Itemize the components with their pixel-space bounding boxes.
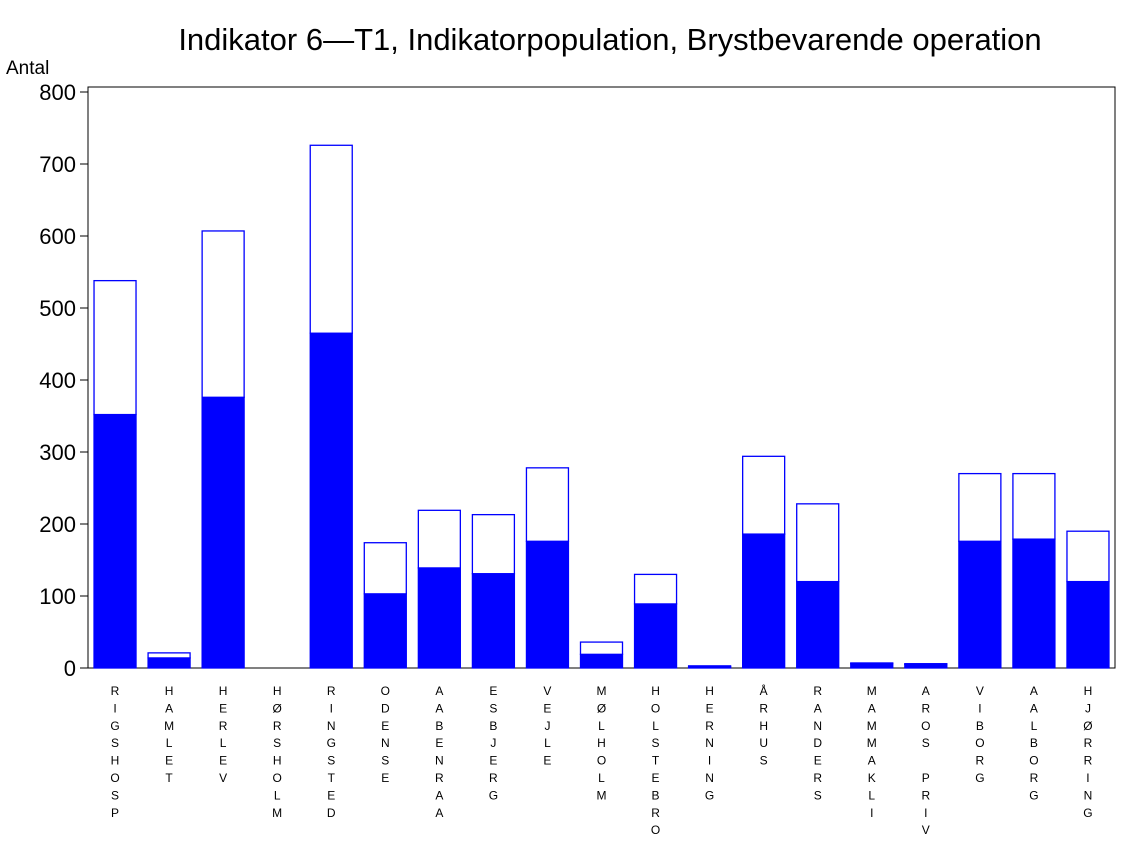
- x-tick-label: RIGSHOSP: [108, 684, 122, 823]
- bar-segment: [579, 641, 624, 655]
- x-tick-label: RANDERS: [811, 684, 825, 806]
- bar-segment: [363, 593, 407, 669]
- y-tick-label: 400: [39, 368, 76, 393]
- bar-segment: [471, 513, 516, 575]
- bar-segment: [633, 603, 678, 669]
- bar-segment: [904, 663, 948, 666]
- bar-segment: [525, 467, 570, 542]
- bar-segment: [687, 665, 732, 668]
- x-tick-label: RINGSTED: [324, 684, 338, 823]
- bar-segment: [309, 144, 353, 334]
- bar-segment: [93, 413, 137, 669]
- x-tick-label: HERNING: [703, 684, 717, 806]
- y-tick-label: 500: [39, 296, 76, 321]
- x-tick-label: VIBORG: [973, 684, 987, 788]
- x-tick-label: HERLEV: [216, 684, 230, 788]
- y-tick-label: 100: [39, 584, 76, 609]
- y-tick-label: 700: [39, 152, 76, 177]
- x-tick-label: AROS PRIV: [919, 684, 933, 841]
- y-tick-label: 300: [39, 440, 76, 465]
- y-tick-label: 600: [39, 224, 76, 249]
- bar-segment: [147, 652, 191, 659]
- bar-segment: [1012, 472, 1056, 540]
- x-tick-label: ODENSE: [378, 684, 392, 788]
- bar-segment: [958, 540, 1002, 669]
- x-tick-label: ÅRHUS: [757, 683, 771, 771]
- bar-segment: [309, 332, 353, 669]
- bar-segment: [633, 573, 678, 605]
- x-tick-label: MØLHOLM: [595, 684, 609, 806]
- y-axis-label: Antal: [6, 58, 49, 79]
- bar-segment: [796, 503, 840, 583]
- bar-segment: [742, 455, 786, 535]
- y-tick-label: 800: [39, 80, 76, 105]
- chart-title: Indikator 6—T1, Indikatorpopulation, Bry…: [178, 22, 1041, 57]
- bar-segment: [201, 396, 245, 669]
- bar-segment: [201, 230, 245, 398]
- bar-segment: [1066, 530, 1110, 583]
- x-tick-label: HØRSHOLM: [270, 684, 284, 823]
- bar-segment: [796, 580, 840, 669]
- x-tick-label: VEJLE: [540, 684, 554, 771]
- y-tick-label: 200: [39, 512, 76, 537]
- x-tick-label: MAMMAKLI: [865, 684, 879, 823]
- x-tick-label: AALBORG: [1027, 684, 1041, 806]
- bar-segment: [147, 657, 191, 669]
- x-tick-label: AABENRAA: [432, 684, 446, 823]
- bar-segment: [1012, 538, 1056, 669]
- bar-segment: [417, 567, 461, 669]
- bar-segment: [1066, 580, 1110, 669]
- bar-segment: [417, 509, 461, 569]
- bar-segment: [471, 573, 516, 669]
- bar-segment: [958, 472, 1002, 542]
- x-tick-label: ESBJERG: [486, 684, 500, 806]
- y-tick-label: 0: [64, 656, 76, 681]
- bar-segment: [742, 533, 786, 669]
- bar-segment: [525, 540, 570, 669]
- x-tick-label: HOLSTEBRO: [649, 684, 663, 841]
- x-tick-label: HAMLET: [162, 684, 176, 788]
- bar-segment: [850, 662, 894, 665]
- bar-segment: [363, 542, 407, 595]
- bar-segment: [93, 279, 137, 416]
- x-tick-label: HJØRRING: [1081, 684, 1095, 823]
- bar-segment: [579, 653, 624, 669]
